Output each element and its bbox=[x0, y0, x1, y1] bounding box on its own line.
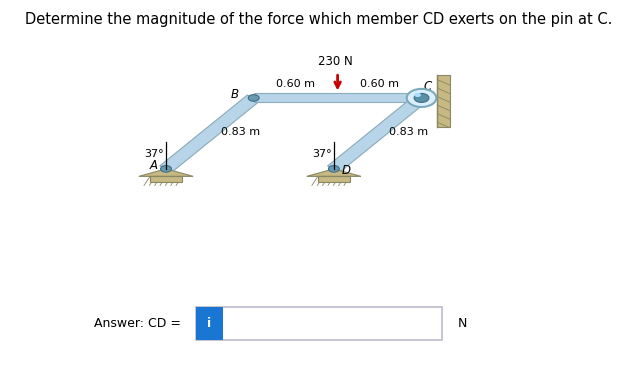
Bar bbox=[438, 75, 450, 127]
Text: 0.60 m: 0.60 m bbox=[360, 79, 399, 89]
Circle shape bbox=[414, 93, 429, 102]
Circle shape bbox=[161, 165, 171, 172]
Text: 230 N: 230 N bbox=[318, 55, 352, 68]
Circle shape bbox=[406, 89, 436, 107]
Circle shape bbox=[414, 93, 421, 97]
Polygon shape bbox=[139, 169, 193, 176]
Text: 37°: 37° bbox=[311, 149, 331, 159]
Text: B: B bbox=[231, 88, 239, 101]
Text: 37°: 37° bbox=[144, 149, 164, 159]
Polygon shape bbox=[327, 95, 428, 172]
Bar bbox=[318, 176, 350, 182]
FancyBboxPatch shape bbox=[196, 307, 223, 341]
Circle shape bbox=[329, 165, 340, 172]
Polygon shape bbox=[160, 95, 260, 172]
Text: Answer: CD =: Answer: CD = bbox=[94, 317, 182, 330]
Text: Determine the magnitude of the force which member CD exerts on the pin at C.: Determine the magnitude of the force whi… bbox=[25, 12, 612, 27]
Text: C: C bbox=[424, 80, 433, 93]
Polygon shape bbox=[254, 93, 422, 102]
Circle shape bbox=[248, 95, 259, 101]
FancyBboxPatch shape bbox=[196, 307, 443, 341]
Text: 0.83 m: 0.83 m bbox=[220, 127, 260, 137]
Bar bbox=[150, 176, 182, 182]
Text: i: i bbox=[207, 317, 211, 330]
Text: A: A bbox=[149, 159, 157, 172]
Polygon shape bbox=[307, 169, 361, 176]
Text: 0.83 m: 0.83 m bbox=[389, 127, 427, 137]
Text: N: N bbox=[457, 317, 467, 330]
Text: D: D bbox=[341, 164, 350, 177]
Text: 0.60 m: 0.60 m bbox=[276, 79, 315, 89]
